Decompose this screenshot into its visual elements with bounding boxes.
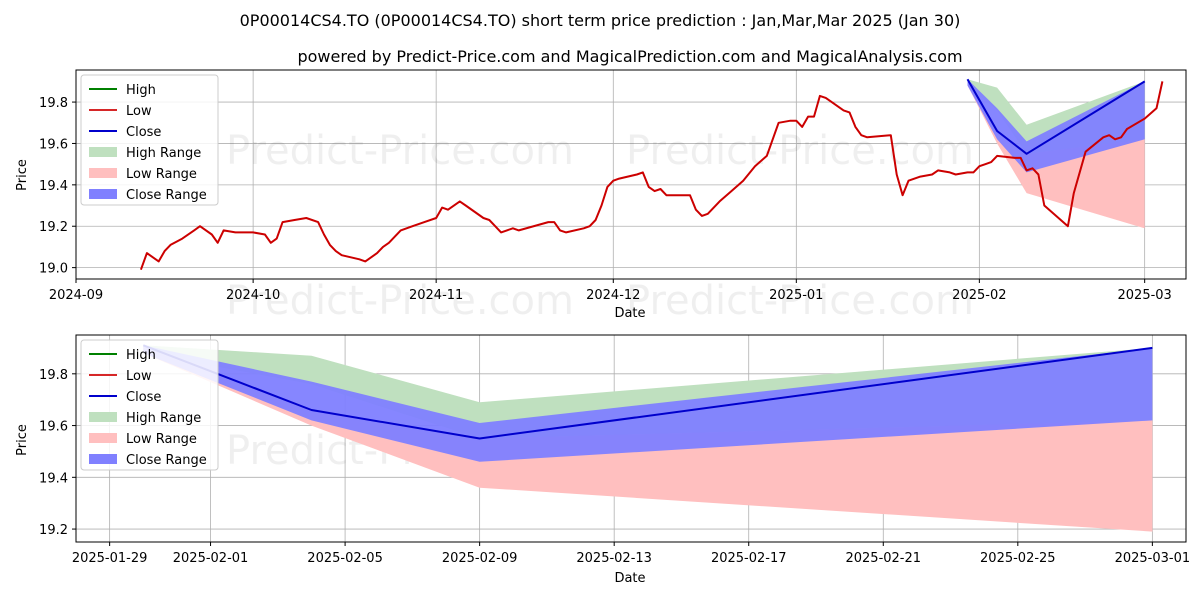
top-x-axis-label: Date — [614, 306, 645, 321]
top-close-range-band — [967, 79, 1145, 173]
top-y-ticks: 19.0 19.2 19.4 19.6 19.8 — [39, 96, 76, 277]
top-legend-swatch — [89, 147, 117, 157]
top-y-tick-label: 19.6 — [39, 137, 68, 152]
bottom-y-ticks: 19.2 19.4 19.6 19.8 — [39, 368, 76, 538]
bottom-x-tick-label: 2025-02-21 — [845, 551, 921, 566]
bottom-x-tick-label: 2025-02-13 — [576, 551, 652, 566]
top-x-tick-label: 2025-02 — [952, 288, 1006, 303]
bottom-x-tick-label: 2025-03-01 — [1115, 551, 1191, 566]
top-x-tick-label: 2024-11 — [409, 288, 463, 303]
chart-title: 0P00014CS4.TO (0P00014CS4.TO) short term… — [240, 11, 961, 30]
bottom-x-tick-label: 2025-02-25 — [980, 551, 1056, 566]
top-y-axis-label: Price — [15, 159, 30, 191]
bottom-close-line — [142, 344, 1153, 440]
top-y-tick-label: 19.0 — [39, 262, 68, 277]
top-panel: Predict-Price.com Predict-Price.com Predic… — [15, 69, 1187, 324]
top-legend-label: Close Range — [126, 188, 207, 203]
top-low-line — [139, 81, 1164, 271]
bottom-x-tick-label: 2025-01-29 — [72, 551, 148, 566]
bottom-y-tick-label: 19.2 — [39, 523, 68, 538]
top-plot-frame — [75, 69, 1187, 280]
bottom-y-tick-label: 19.4 — [39, 471, 68, 486]
top-legend-label: Low — [126, 104, 152, 119]
bottom-legend-label: Low — [126, 369, 152, 384]
bottom-y-tick-label: 19.6 — [39, 420, 68, 435]
top-range-fills — [967, 79, 1145, 229]
bottom-range-fills — [143, 345, 1153, 532]
bottom-legend-swatch — [89, 454, 117, 464]
top-legend-label: High Range — [126, 146, 201, 161]
top-y-tick-label: 19.8 — [39, 96, 68, 111]
top-legend-swatch — [89, 189, 117, 199]
bottom-legend-swatch — [89, 433, 117, 443]
top-x-tick-label: 2024-10 — [226, 288, 280, 303]
bottom-close-range-band — [143, 345, 1153, 462]
bottom-legend-label: Close — [126, 390, 161, 405]
bottom-y-tick-label: 19.8 — [39, 368, 68, 383]
bottom-legend-label: High Range — [126, 411, 201, 426]
top-x-tick-label: 2025-01 — [769, 288, 823, 303]
watermark-text: Predict-Price.com — [626, 278, 974, 324]
watermark-text: Predict-Price.com — [226, 278, 574, 324]
top-watermarks: Predict-Price.com Predict-Price.com Predic… — [226, 128, 974, 324]
bottom-plot-frame — [75, 334, 1187, 543]
bottom-x-tick-label: 2025-02-01 — [173, 551, 249, 566]
bottom-x-tick-label: 2025-02-05 — [307, 551, 383, 566]
watermark-text: Predict-Price.com — [626, 128, 974, 174]
watermark-text: Predict-Price.com — [226, 128, 574, 174]
top-x-tick-label: 2025-03 — [1118, 288, 1172, 303]
top-x-ticks: 2024-09 2024-10 2024-11 2024-12 2025-01 2025-… — [49, 279, 1172, 303]
top-legend-label: High — [126, 83, 156, 98]
bottom-y-axis-label: Price — [15, 424, 30, 456]
top-legend: High Low Close High Range Low Range Close Ran… — [80, 74, 219, 206]
bottom-x-ticks: 2025-01-29 2025-02-01 2025-02-05 2025-02-09… — [72, 542, 1190, 566]
chart-subtitle: powered by Predict-Price.com and Magical… — [297, 47, 962, 66]
top-x-tick-label: 2024-12 — [586, 288, 640, 303]
bottom-x-tick-label: 2025-02-17 — [711, 551, 787, 566]
bottom-legend-label: High — [126, 348, 156, 363]
bottom-legend-label: Close Range — [126, 453, 207, 468]
top-legend-swatch — [89, 168, 117, 178]
bottom-legend-label: Low Range — [126, 432, 197, 447]
top-close-line — [966, 78, 1146, 155]
top-legend-label: Close — [126, 125, 161, 140]
top-legend-label: Low Range — [126, 167, 197, 182]
bottom-x-axis-label: Date — [614, 571, 645, 586]
top-y-tick-label: 19.4 — [39, 179, 68, 194]
bottom-x-tick-label: 2025-02-09 — [442, 551, 518, 566]
bottom-legend: High Low Close High Range Low Range Close Ran… — [80, 339, 219, 471]
top-y-tick-label: 19.2 — [39, 220, 68, 235]
top-x-tick-label: 2024-09 — [49, 288, 103, 303]
bottom-legend-swatch — [89, 412, 117, 422]
top-series-lines — [139, 78, 1164, 271]
bottom-series-lines — [142, 344, 1153, 440]
